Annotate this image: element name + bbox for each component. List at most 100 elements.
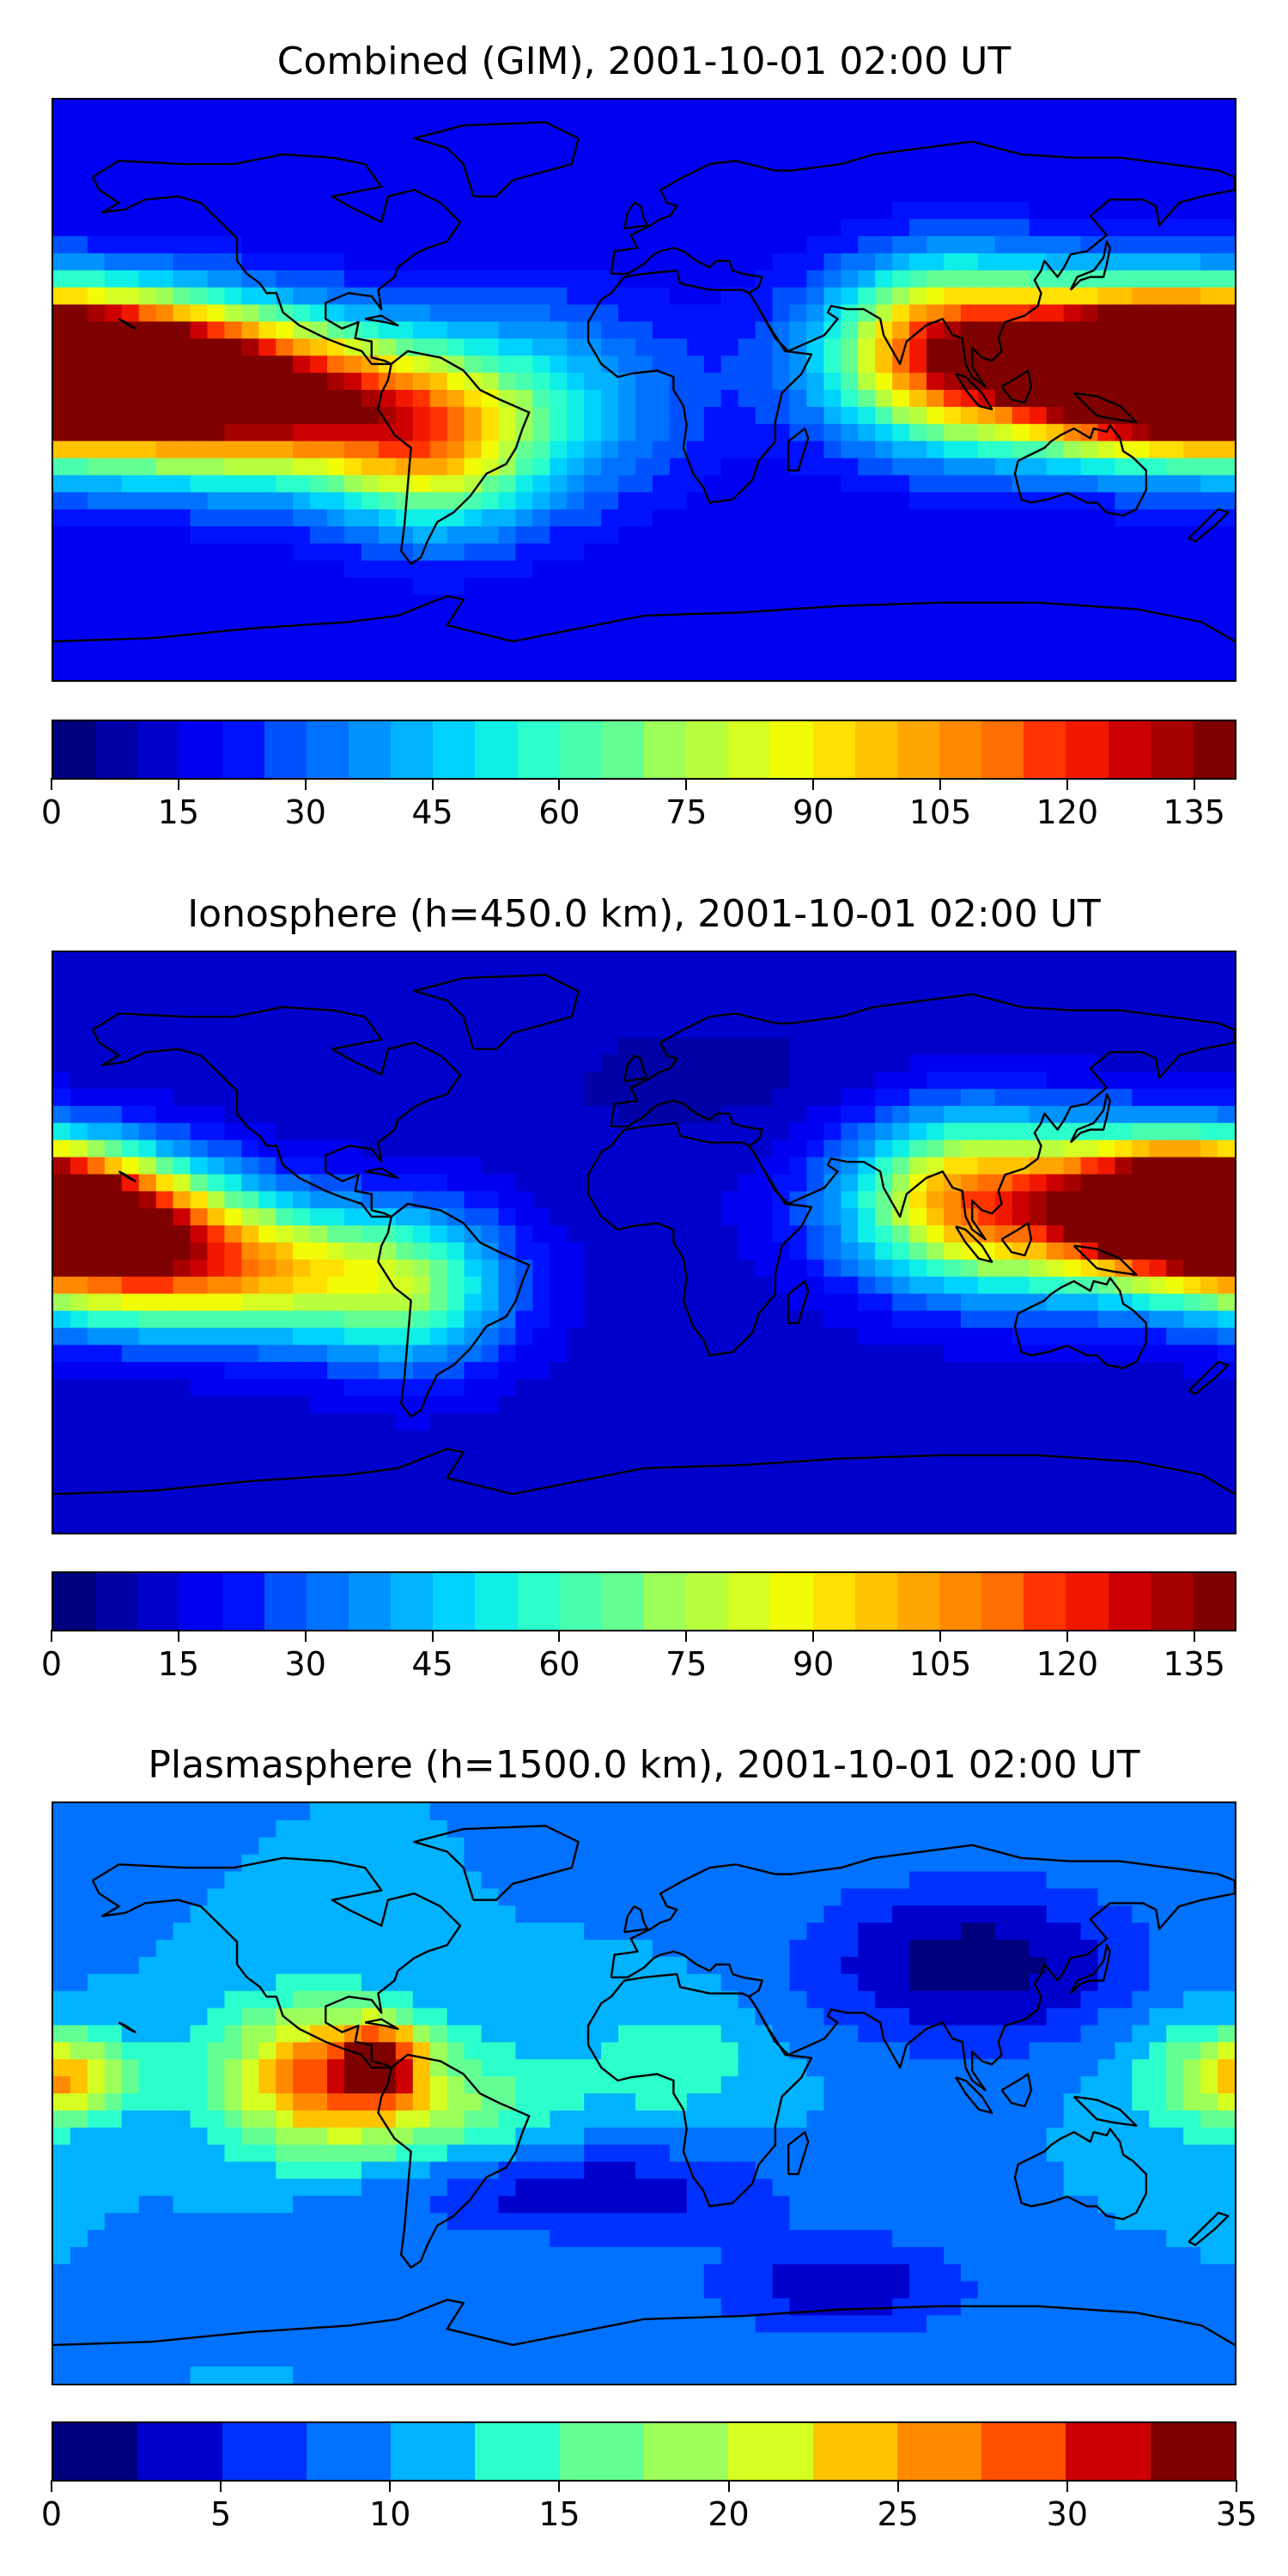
colorbar-segment bbox=[1066, 721, 1109, 778]
coastline bbox=[1000, 1222, 1033, 1257]
colorbar-segment bbox=[643, 1573, 687, 1630]
coastline bbox=[1013, 424, 1147, 517]
coastline bbox=[364, 314, 399, 327]
coastline bbox=[1000, 369, 1033, 404]
coastline bbox=[118, 2021, 137, 2033]
colorbar-tick-label: 105 bbox=[908, 793, 972, 831]
colorbar-tick bbox=[1193, 778, 1195, 790]
colorbar-segment bbox=[812, 721, 855, 778]
colorbar-tick-label: 15 bbox=[157, 793, 200, 831]
coastline bbox=[787, 427, 810, 472]
colorbar-tick bbox=[939, 1630, 941, 1642]
colorbar-segment bbox=[559, 721, 602, 778]
colorbar-segment bbox=[559, 2423, 644, 2480]
colorbar-tick bbox=[51, 1630, 52, 1642]
panel-title: Plasmasphere (h=1500.0 km), 2001-10-01 0… bbox=[148, 1743, 1140, 1787]
colorbar-segment bbox=[1108, 1573, 1151, 1630]
coastline bbox=[53, 2299, 1235, 2347]
colorbar-tick-label: 0 bbox=[40, 793, 63, 831]
colorbar-tick bbox=[177, 778, 179, 790]
coastline bbox=[623, 1054, 649, 1083]
colorbar-tick-label: 135 bbox=[1163, 793, 1225, 831]
colorbar-segment bbox=[854, 721, 897, 778]
colorbar-tick bbox=[558, 2480, 561, 2492]
colorbar-tick bbox=[685, 778, 688, 790]
colorbar-segment bbox=[939, 721, 982, 778]
colorbar-tick bbox=[1066, 1630, 1068, 1642]
colorbar-segment bbox=[728, 1573, 771, 1630]
colorbar-combined bbox=[52, 720, 1236, 780]
colorbar-segment bbox=[306, 1573, 349, 1630]
colorbar-tick-label: 0 bbox=[40, 2495, 63, 2533]
coastline bbox=[53, 595, 1235, 643]
coastlines bbox=[53, 121, 1235, 643]
colorbar-segment bbox=[264, 1573, 307, 1630]
colorbar-ticks-plasmasphere: 0 5 10 15 20 25 30 35 bbox=[41, 2480, 1257, 2540]
colorbar-segment bbox=[475, 1573, 518, 1630]
colorbar-segment bbox=[53, 1573, 96, 1630]
colorbar-segment bbox=[643, 721, 687, 778]
coastline bbox=[413, 974, 580, 1050]
colorbar-tick bbox=[685, 1630, 688, 1642]
coastline bbox=[623, 1905, 649, 1934]
coastline bbox=[623, 201, 649, 230]
colorbar-tick-label: 30 bbox=[1046, 2495, 1089, 2533]
colorbar-segment bbox=[1024, 1573, 1066, 1630]
contour-map bbox=[53, 952, 1235, 1533]
panel-title: Combined (GIM), 2001-10-01 02:00 UT bbox=[276, 39, 1012, 83]
colorbar-segment bbox=[770, 1573, 813, 1630]
coastline bbox=[1072, 1244, 1138, 1276]
coastline bbox=[610, 1844, 1235, 2092]
coastline bbox=[118, 1170, 137, 1182]
colorbar-segment bbox=[939, 1573, 982, 1630]
colorbar-tick bbox=[939, 778, 941, 790]
colorbar-segment bbox=[348, 721, 392, 778]
colorbar-segment bbox=[686, 1573, 729, 1630]
colorbar-segment bbox=[686, 721, 729, 778]
colorbar-ionosphere bbox=[52, 1571, 1236, 1631]
coastline bbox=[955, 2076, 993, 2114]
colorbar-tick bbox=[431, 778, 434, 790]
coastline bbox=[91, 1005, 462, 1218]
colorbar-tick bbox=[812, 778, 815, 790]
coastline bbox=[413, 121, 580, 197]
coastline bbox=[91, 1856, 462, 2069]
colorbar-segment bbox=[222, 2423, 307, 2480]
coastline bbox=[377, 2053, 531, 2269]
colorbar-segment bbox=[348, 1573, 392, 1630]
colorbar-segment bbox=[601, 1573, 644, 1630]
coastline bbox=[1072, 392, 1138, 423]
colorbar-segment bbox=[517, 1573, 560, 1630]
colorbar-segment bbox=[1150, 2423, 1235, 2480]
colorbar-segment bbox=[981, 721, 1024, 778]
colorbar-tick bbox=[896, 2480, 899, 2492]
colorbar-segment bbox=[179, 721, 222, 778]
coastline bbox=[1072, 2095, 1138, 2127]
colorbar-segment bbox=[137, 721, 180, 778]
colorbar-segment bbox=[433, 1573, 476, 1630]
coastlines bbox=[53, 1825, 1235, 2347]
colorbar-tick bbox=[1066, 2480, 1068, 2492]
colorbar-tick-label: 35 bbox=[1215, 2495, 1258, 2533]
colorbar-ticks-combined: 0 15 30 45 60 75 90 105 120 135 bbox=[41, 778, 1236, 838]
colorbar-segment bbox=[95, 721, 138, 778]
colorbar-tick-label: 30 bbox=[284, 793, 326, 831]
colorbar-segment bbox=[53, 2423, 138, 2480]
colorbar-tick-label: 90 bbox=[792, 1645, 835, 1683]
coastline bbox=[610, 993, 1235, 1241]
colorbar-segment bbox=[643, 2423, 729, 2480]
colorbar-tick-label: 5 bbox=[210, 2495, 232, 2533]
map-plasmasphere bbox=[52, 1801, 1236, 2385]
coastline bbox=[364, 1167, 399, 1180]
colorbar-tick-label: 45 bbox=[411, 793, 453, 831]
colorbar-segment bbox=[222, 1573, 264, 1630]
coastline bbox=[586, 1972, 813, 2208]
colorbar-tick-label: 120 bbox=[1036, 1645, 1099, 1683]
map-ionosphere bbox=[52, 951, 1236, 1534]
colorbar-segment bbox=[728, 721, 771, 778]
coastlines bbox=[53, 974, 1235, 1496]
colorbar-tick bbox=[431, 1630, 434, 1642]
colorbar-tick-label: 75 bbox=[665, 793, 708, 831]
coastline bbox=[1188, 507, 1230, 543]
colorbar-tick-label: 30 bbox=[284, 1645, 326, 1683]
